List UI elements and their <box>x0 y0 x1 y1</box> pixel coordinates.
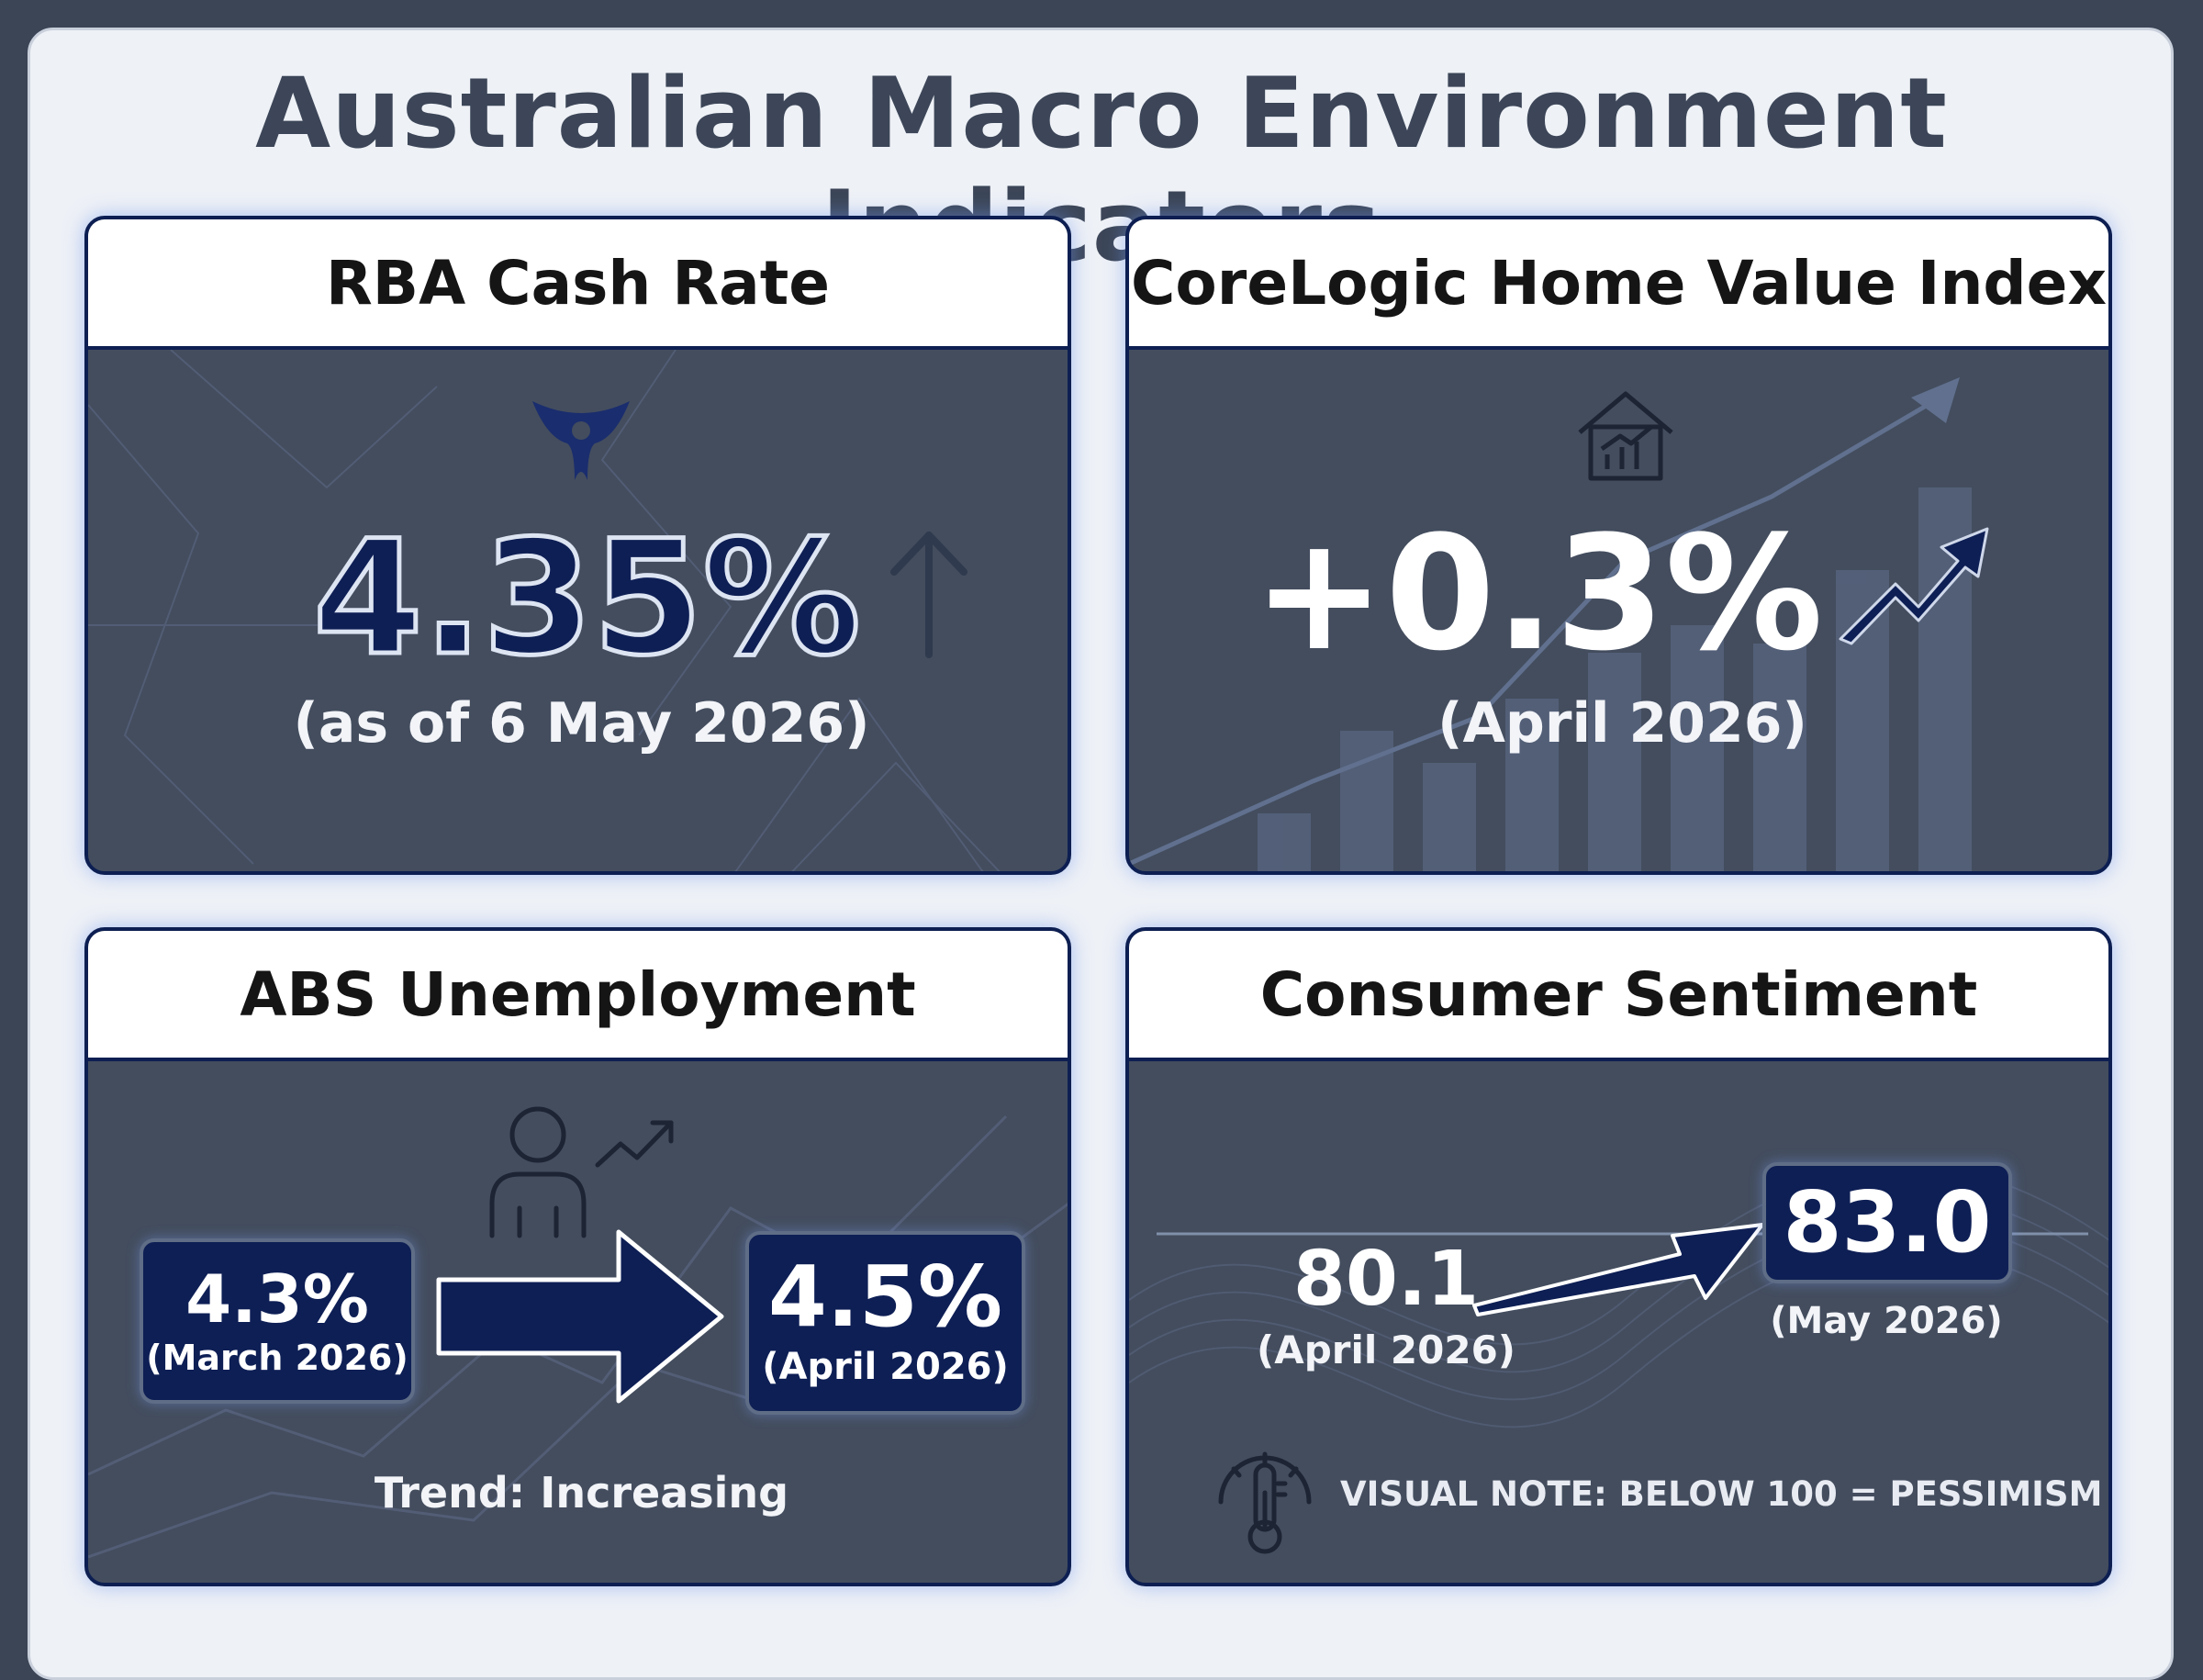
current-value: 4.5% <box>767 1248 1003 1346</box>
home-value-change: +0.3% <box>1253 501 1824 686</box>
card-cash-rate: RBA Cash Rate 4.35% (as of 6 May 2026) <box>84 216 1071 875</box>
thermometer-gauge-icon <box>1218 1451 1312 1554</box>
cash-rate-date: (as of 6 May 2026) <box>293 691 870 756</box>
trend-up-arrow-icon <box>1839 527 1989 645</box>
card-title: RBA Cash Rate <box>88 219 1068 350</box>
cash-rate-value: 4.35% <box>311 504 864 693</box>
current-date: (May 2026) <box>1770 1300 2003 1342</box>
current-value: 83.0 <box>1783 1173 1992 1271</box>
previous-date: (April 2026) <box>1257 1327 1515 1372</box>
unemployment-current-box: 4.5% (April 2026) <box>745 1231 1025 1415</box>
card-unemployment: ABS Unemployment 4.3% (March 2026) <box>84 927 1071 1586</box>
card-consumer-sentiment: Consumer Sentiment 80.1 (April 2026) 83.… <box>1125 927 2112 1586</box>
person-trend-icon <box>489 1106 674 1238</box>
arrow-up-icon <box>890 532 967 658</box>
background-bar-chart <box>1129 377 1972 871</box>
card-title: ABS Unemployment <box>88 931 1068 1061</box>
card-title: Consumer Sentiment <box>1129 931 2108 1061</box>
card-title: CoreLogic Home Value Index <box>1129 219 2108 350</box>
arrow-right-icon <box>436 1229 724 1404</box>
card-body: 4.3% (March 2026) 4.5% (April 2026) Tren… <box>88 1061 1068 1583</box>
card-body: 80.1 (April 2026) 83.0 (May 2026) VISUAL… <box>1129 1061 2108 1583</box>
unemployment-previous-box: 4.3% (March 2026) <box>140 1238 415 1404</box>
previous-value: 80.1 <box>1292 1236 1480 1323</box>
previous-date: (March 2026) <box>146 1338 408 1378</box>
rba-emblem-icon <box>532 401 630 480</box>
home-value-date: (April 2026) <box>1437 691 1807 756</box>
visual-note: VISUAL NOTE: BELOW 100 = PESSIMISM <box>1340 1474 2103 1514</box>
current-date: (April 2026) <box>762 1346 1009 1388</box>
trend-label: Trend: Increasing <box>374 1468 789 1518</box>
arrow-up-right-icon <box>1472 1223 1764 1316</box>
house-growth-icon <box>1578 391 1673 481</box>
previous-value: 4.3% <box>185 1260 369 1338</box>
card-body: +0.3% (April 2026) <box>1129 350 2108 871</box>
sentiment-current-box: 83.0 <box>1762 1162 2012 1283</box>
background-pattern <box>88 350 1001 871</box>
card-home-value: CoreLogic Home Value Index <box>1125 216 2112 875</box>
card-body: 4.35% (as of 6 May 2026) <box>88 350 1068 871</box>
